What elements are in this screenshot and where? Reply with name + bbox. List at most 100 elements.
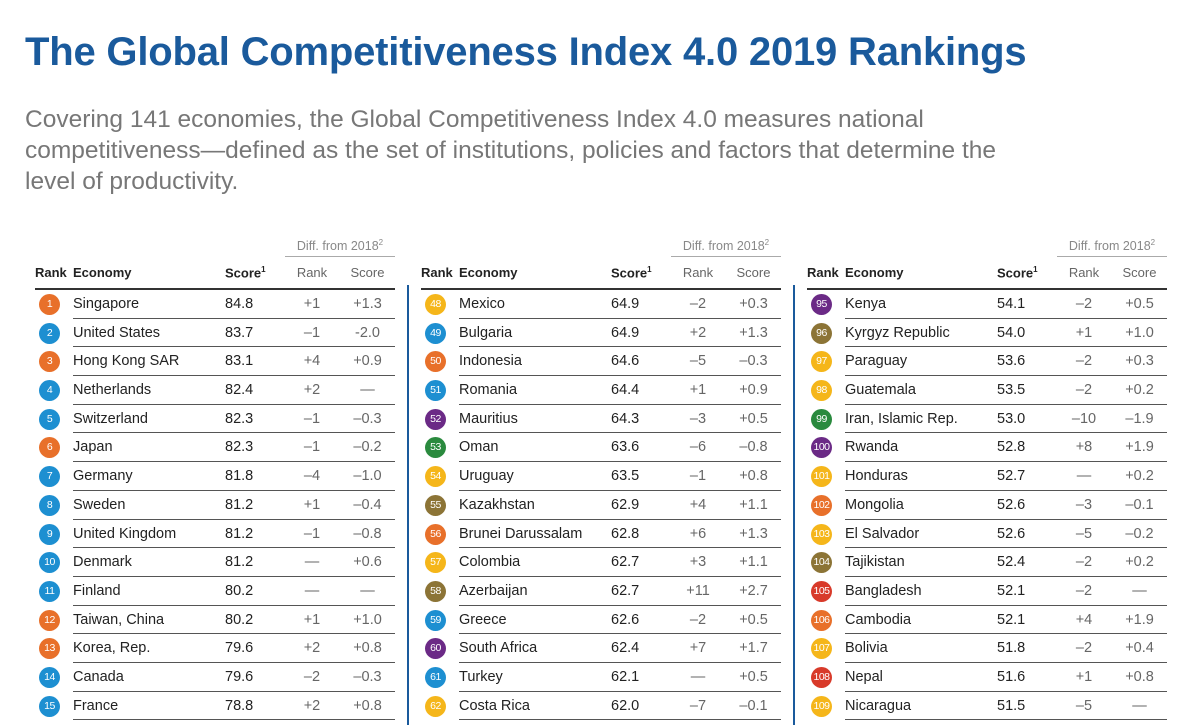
rank-change: +1 bbox=[689, 382, 707, 399]
rank-badge: 57 bbox=[425, 552, 446, 574]
table-row: 5 Switzerland 82.3 –1 –0.3 bbox=[35, 405, 395, 434]
rank-change: –6 bbox=[689, 439, 707, 456]
row-rule bbox=[459, 547, 781, 549]
score-value: 63.6 bbox=[611, 439, 640, 456]
score-change: –0.1 bbox=[1125, 496, 1154, 513]
rank-badge: 50 bbox=[425, 351, 446, 373]
rank-badge: 5 bbox=[39, 408, 60, 430]
score-change: +1.1 bbox=[739, 496, 768, 513]
row-rule bbox=[73, 633, 395, 635]
row-rule bbox=[459, 461, 781, 463]
rank-badge: 12 bbox=[39, 609, 60, 631]
economy-name: Bolivia bbox=[845, 640, 888, 657]
table-row: 57 Colombia 62.7 +3 +1.1 bbox=[421, 548, 781, 577]
rank-change: +4 bbox=[689, 496, 707, 513]
row-rule bbox=[845, 719, 1167, 721]
score-value: 54.1 bbox=[997, 296, 1026, 312]
table-header: Rank Economy Score1 Rank Score bbox=[807, 263, 1167, 285]
rank-badge: 4 bbox=[39, 380, 60, 402]
score-value: 52.1 bbox=[997, 611, 1026, 628]
economy-name: Colombia bbox=[459, 554, 521, 571]
score-change: +1.9 bbox=[1125, 439, 1154, 456]
score-value: 51.8 bbox=[997, 640, 1026, 657]
rank-badge: 101 bbox=[811, 466, 832, 488]
score-value: 62.4 bbox=[611, 640, 640, 657]
row-rule bbox=[845, 375, 1167, 377]
rank-badge: 99 bbox=[811, 408, 832, 430]
header-economy: Economy bbox=[845, 265, 904, 280]
header-diff-rank: Rank bbox=[1068, 265, 1100, 280]
economy-name: Denmark bbox=[73, 554, 132, 571]
row-rule bbox=[73, 604, 395, 606]
column-separator bbox=[793, 285, 795, 725]
table-row: 49 Bulgaria 64.9 +2 +1.3 bbox=[421, 319, 781, 348]
rank-change: +2 bbox=[303, 697, 321, 714]
row-rule bbox=[459, 432, 781, 434]
economy-name: Paraguay bbox=[845, 353, 908, 370]
economy-name: South Africa bbox=[459, 640, 538, 657]
rank-change: –5 bbox=[689, 353, 707, 370]
score-value: 80.2 bbox=[225, 582, 254, 599]
table-row: 59 Greece 62.6 –2 +0.5 bbox=[421, 606, 781, 635]
diff-from-2018-label: Diff. from 20182 bbox=[1068, 238, 1156, 254]
table-row: 61 Turkey 62.1 — +0.5 bbox=[421, 663, 781, 692]
table-row: 104 Tajikistan 52.4 –2 +0.2 bbox=[807, 548, 1167, 577]
row-rule bbox=[73, 575, 395, 577]
score-value: 83.1 bbox=[225, 353, 254, 370]
economy-name: France bbox=[73, 697, 119, 714]
rank-change: –1 bbox=[303, 324, 321, 341]
score-change: –0.4 bbox=[353, 496, 382, 513]
economy-name: Canada bbox=[73, 668, 124, 685]
rank-change: –2 bbox=[1075, 582, 1093, 599]
score-value: 81.2 bbox=[225, 554, 254, 571]
economy-name: Iran, Islamic Rep. bbox=[845, 410, 958, 427]
score-change: –0.1 bbox=[739, 697, 768, 714]
economy-name: United Kingdom bbox=[73, 525, 177, 542]
row-rule bbox=[73, 518, 395, 520]
table-row: 103 El Salvador 52.6 –5 –0.2 bbox=[807, 520, 1167, 549]
row-rule bbox=[459, 719, 781, 721]
table-row: 51 Romania 64.4 +1 +0.9 bbox=[421, 376, 781, 405]
row-rule bbox=[845, 518, 1167, 520]
row-rule bbox=[459, 604, 781, 606]
rank-change: +1 bbox=[1075, 668, 1093, 685]
rank-change: +8 bbox=[1075, 439, 1093, 456]
diff-from-2018-label: Diff. from 20182 bbox=[296, 238, 384, 254]
score-change: +1.1 bbox=[739, 554, 768, 571]
score-change: +0.5 bbox=[739, 668, 768, 685]
economy-name: Mexico bbox=[459, 296, 505, 312]
economy-name: Mongolia bbox=[845, 496, 904, 513]
score-change: +0.2 bbox=[1125, 554, 1154, 571]
row-rule bbox=[845, 575, 1167, 577]
row-rule bbox=[845, 547, 1167, 549]
table-row: 48 Mexico 64.9 –2 +0.3 bbox=[421, 290, 781, 319]
rank-badge: 59 bbox=[425, 609, 446, 631]
row-rule bbox=[73, 317, 395, 319]
header-rank: Rank bbox=[807, 265, 839, 280]
header-diff-rank: Rank bbox=[682, 265, 714, 280]
score-change: –0.3 bbox=[739, 353, 768, 370]
economy-name: Singapore bbox=[73, 296, 140, 312]
rank-change: +1 bbox=[303, 496, 321, 513]
economy-name: Azerbaijan bbox=[459, 582, 528, 599]
rank-badge: 58 bbox=[425, 580, 446, 602]
header-score: Score1 bbox=[997, 265, 1038, 281]
score-change: +0.8 bbox=[739, 468, 768, 485]
table-row: 14 Canada 79.6 –2 –0.3 bbox=[35, 663, 395, 692]
economy-name: Oman bbox=[459, 439, 499, 456]
score-value: 82.4 bbox=[225, 382, 254, 399]
score-change: +1.0 bbox=[353, 611, 382, 628]
rank-change: +1 bbox=[303, 611, 321, 628]
rank-badge: 3 bbox=[39, 351, 60, 373]
table-header: Rank Economy Score1 Rank Score bbox=[35, 263, 395, 285]
table-row: 50 Indonesia 64.6 –5 –0.3 bbox=[421, 347, 781, 377]
economy-name: Taiwan, China bbox=[73, 611, 165, 628]
score-change: -2.0 bbox=[355, 324, 380, 341]
row-rule bbox=[459, 375, 781, 377]
rank-badge: 100 bbox=[811, 437, 832, 459]
score-value: 62.1 bbox=[611, 668, 640, 685]
rank-change: –4 bbox=[303, 468, 321, 485]
score-change: +0.8 bbox=[353, 640, 382, 657]
rank-change: +11 bbox=[686, 582, 710, 599]
rank-badge: 15 bbox=[39, 695, 60, 717]
